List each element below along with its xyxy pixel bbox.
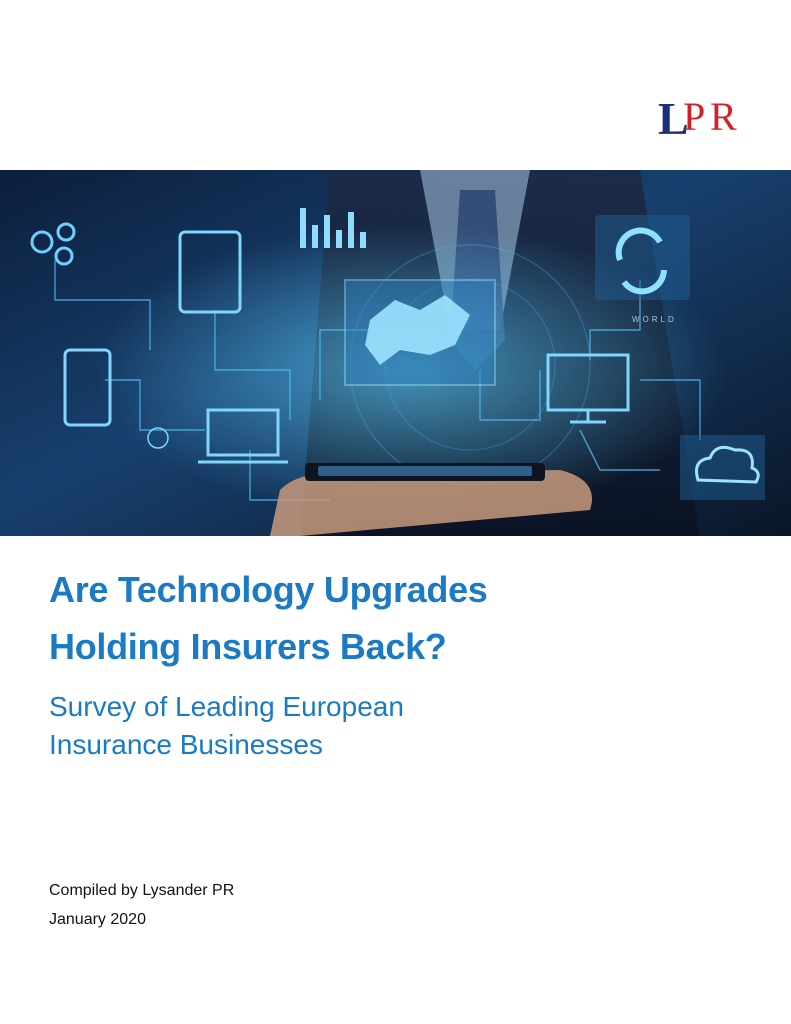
refresh-icon <box>615 227 667 295</box>
subtitle-line-2: Insurance Businesses <box>49 729 323 760</box>
document-subtitle: Survey of Leading European Insurance Bus… <box>49 688 404 764</box>
bar-chart-icon <box>300 208 366 248</box>
title-line-2: Holding Insurers Back? <box>49 626 447 667</box>
title-line-1: Are Technology Upgrades <box>49 569 488 610</box>
publication-date: January 2020 <box>49 911 146 928</box>
logo-letter-l: L <box>658 93 689 144</box>
lpr-logo: L P R <box>656 86 746 146</box>
world-label: WORLD <box>632 315 677 324</box>
document-meta: Compiled by Lysander PR January 2020 <box>49 876 234 934</box>
logo-letter-r: R <box>710 94 737 139</box>
laptop-icon <box>198 408 288 464</box>
document-title: Are Technology Upgrades Holding Insurers… <box>49 561 488 675</box>
subtitle-line-1: Survey of Leading European <box>49 691 404 722</box>
globe-icon <box>147 427 169 449</box>
europe-map-icon <box>365 295 470 365</box>
compiled-by: Compiled by Lysander PR <box>49 882 235 899</box>
phone-icon <box>63 348 112 427</box>
logo-letter-p: P <box>683 94 705 139</box>
gears-icon <box>30 222 76 266</box>
cloud-sync-icon <box>695 445 760 484</box>
tablet-icon <box>178 230 242 314</box>
monitor-icon <box>546 353 630 424</box>
hero-image: WORLD <box>0 170 791 536</box>
